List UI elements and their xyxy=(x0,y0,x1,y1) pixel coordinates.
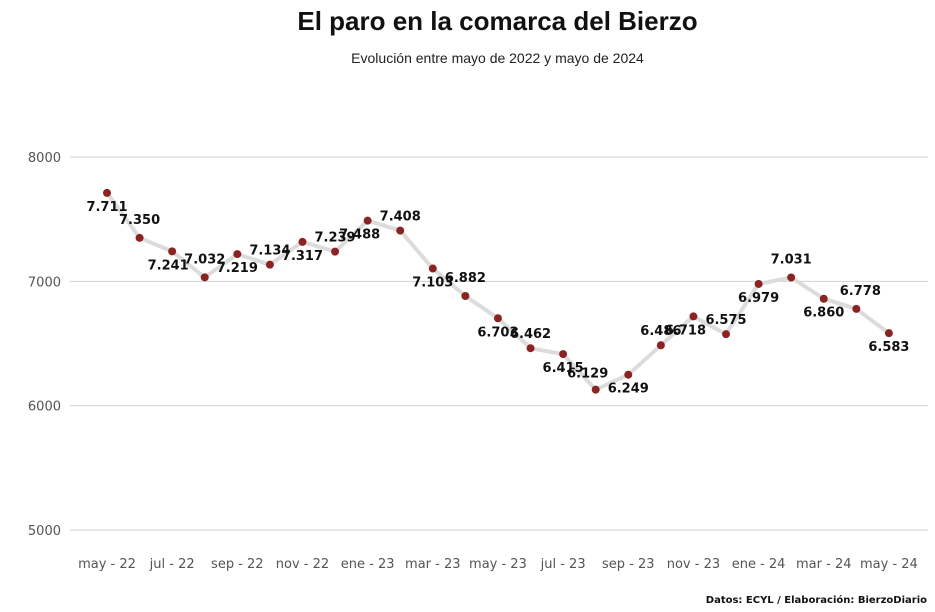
data-label: 6.778 xyxy=(840,284,881,299)
data-label: 6.860 xyxy=(803,306,844,321)
data-point xyxy=(103,188,111,197)
data-point xyxy=(559,350,568,359)
data-point xyxy=(852,304,861,313)
data-point xyxy=(787,273,796,282)
data-label: 6.703 xyxy=(477,325,518,340)
data-point xyxy=(754,279,763,288)
data-point xyxy=(363,216,372,225)
data-point xyxy=(689,312,698,321)
data-label: 6.249 xyxy=(608,382,649,397)
data-point xyxy=(428,264,437,273)
x-tick-label: mar - 24 xyxy=(796,557,851,572)
data-label: 7.134 xyxy=(249,244,290,259)
data-label: 7.032 xyxy=(184,252,225,267)
data-label: 7.031 xyxy=(771,252,812,267)
x-tick-label: sep - 23 xyxy=(602,557,655,572)
data-point xyxy=(233,250,242,259)
data-label: 6.575 xyxy=(705,313,746,328)
data-point xyxy=(168,247,177,256)
data-label: 6.462 xyxy=(510,327,551,342)
data-label: 6.882 xyxy=(445,271,486,286)
data-label: 7.239 xyxy=(314,231,355,246)
x-tick-label: jul - 22 xyxy=(149,557,195,572)
data-label: 6.415 xyxy=(543,361,584,376)
data-label: 7.219 xyxy=(217,261,258,276)
data-label: 6.129 xyxy=(567,367,608,382)
x-tick-label: nov - 23 xyxy=(667,557,720,572)
data-label: 7.103 xyxy=(412,276,453,291)
data-label: 7.241 xyxy=(148,258,189,273)
y-tick-label: 5000 xyxy=(28,524,61,539)
y-tick-label: 7000 xyxy=(28,275,61,290)
data-point xyxy=(591,385,600,394)
data-point xyxy=(200,273,209,282)
x-tick-label: may - 24 xyxy=(860,557,918,572)
data-label: 6.583 xyxy=(868,340,909,355)
x-tick-label: sep - 22 xyxy=(211,557,264,572)
data-point xyxy=(135,233,144,242)
data-label: 6.718 xyxy=(665,323,706,338)
x-tick-label: ene - 24 xyxy=(732,557,786,572)
y-tick-label: 8000 xyxy=(28,151,61,166)
data-label: 7.711 xyxy=(86,200,127,215)
chart-title: El paro en la comarca del Bierzo xyxy=(297,6,698,36)
data-label: 7.408 xyxy=(380,210,421,225)
data-point xyxy=(298,237,307,246)
y-tick-label: 6000 xyxy=(28,400,61,415)
data-point xyxy=(722,330,731,339)
data-point xyxy=(396,226,405,235)
x-tick-label: may - 22 xyxy=(78,557,136,572)
data-label: 7.488 xyxy=(339,228,380,243)
data-point xyxy=(493,314,502,323)
data-point xyxy=(461,292,470,301)
x-tick-label: mar - 23 xyxy=(405,557,460,572)
data-label: 6.486 xyxy=(640,324,681,339)
data-point xyxy=(624,370,633,379)
data-label: 7.350 xyxy=(119,213,160,228)
source-note: Datos: ECYL / Elaboración: BierzoDiario xyxy=(705,595,927,606)
x-tick-label: nov - 22 xyxy=(276,557,329,572)
data-point xyxy=(884,329,893,338)
x-tick-label: may - 23 xyxy=(469,557,527,572)
data-label: 6.979 xyxy=(738,291,779,306)
data-label: 7.317 xyxy=(282,249,323,264)
data-point xyxy=(656,341,665,350)
x-tick-label: jul - 23 xyxy=(540,557,586,572)
chart-subtitle: Evolución entre mayo de 2022 y mayo de 2… xyxy=(351,50,644,66)
data-point xyxy=(819,294,828,303)
x-tick-label: ene - 23 xyxy=(341,557,395,572)
data-point xyxy=(526,344,535,353)
data-point xyxy=(265,260,274,269)
data-point xyxy=(331,247,340,256)
